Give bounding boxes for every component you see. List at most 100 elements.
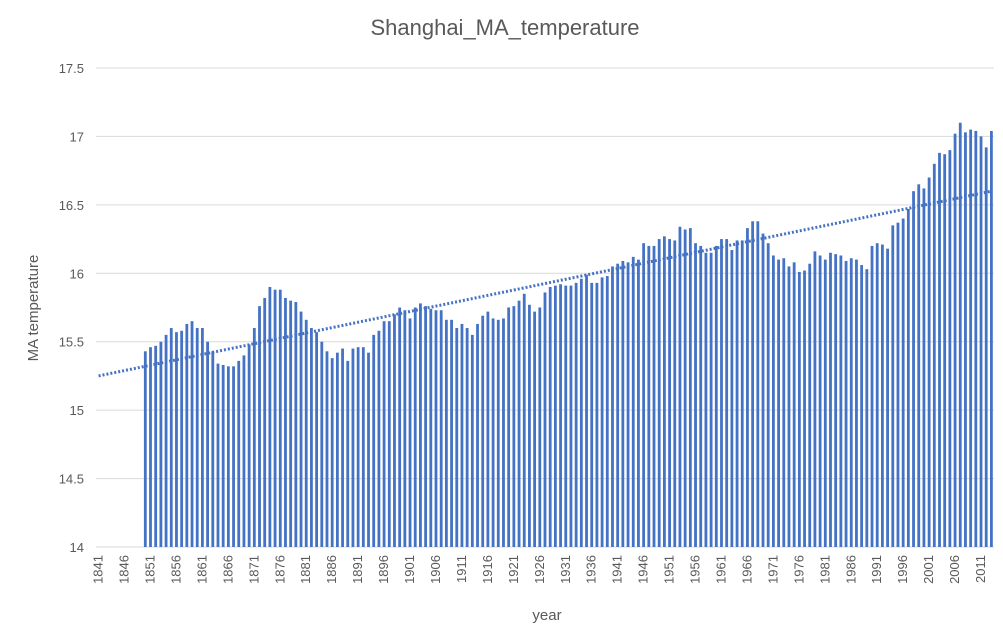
bar bbox=[725, 239, 729, 548]
bar bbox=[938, 152, 941, 547]
bar bbox=[201, 328, 204, 547]
bar bbox=[387, 321, 391, 547]
bar bbox=[886, 248, 889, 547]
bar bbox=[507, 307, 511, 547]
bar bbox=[631, 256, 635, 547]
bar bbox=[958, 122, 962, 547]
bar bbox=[175, 332, 178, 547]
bar bbox=[813, 251, 817, 548]
x-tick-label: 1891 bbox=[350, 555, 365, 584]
bar bbox=[247, 344, 251, 547]
bar bbox=[564, 285, 568, 547]
bar bbox=[143, 351, 147, 547]
x-tick-label: 1906 bbox=[428, 555, 443, 584]
bar bbox=[880, 244, 884, 547]
x-tick-label: 1986 bbox=[843, 555, 858, 584]
bar bbox=[637, 259, 640, 547]
bar bbox=[585, 274, 588, 547]
bar bbox=[974, 130, 978, 547]
bar bbox=[543, 292, 547, 547]
bar bbox=[730, 250, 734, 547]
bar bbox=[491, 318, 495, 547]
bar bbox=[605, 276, 609, 547]
bar bbox=[310, 328, 313, 547]
bar bbox=[548, 286, 552, 547]
bar bbox=[896, 222, 900, 548]
y-tick-label: 14 bbox=[70, 540, 84, 555]
bar bbox=[252, 328, 256, 547]
bar bbox=[683, 229, 687, 547]
bar bbox=[325, 351, 329, 547]
bar bbox=[496, 319, 500, 547]
y-tick-label: 17.5 bbox=[59, 61, 84, 76]
bar bbox=[351, 348, 355, 547]
x-tick-label: 1846 bbox=[117, 555, 132, 584]
bar bbox=[574, 282, 578, 547]
bar bbox=[823, 259, 827, 547]
bar bbox=[164, 334, 168, 547]
x-tick-label: 2011 bbox=[973, 555, 988, 583]
bar bbox=[990, 130, 993, 547]
bar bbox=[512, 306, 516, 547]
x-axis-title: year bbox=[532, 607, 561, 624]
bar bbox=[294, 302, 298, 547]
bar bbox=[455, 328, 459, 547]
bar bbox=[600, 277, 604, 547]
bar bbox=[984, 147, 988, 547]
x-tick-label: 1926 bbox=[532, 555, 547, 584]
x-tick-label: 1876 bbox=[272, 555, 287, 584]
bar bbox=[875, 243, 879, 548]
bar bbox=[190, 321, 194, 547]
bar bbox=[917, 184, 921, 548]
x-tick-label: 1856 bbox=[168, 555, 183, 584]
bar bbox=[740, 240, 744, 547]
x-tick-label: 1996 bbox=[895, 555, 910, 584]
bar bbox=[361, 347, 365, 547]
bar bbox=[746, 228, 749, 547]
bar bbox=[761, 233, 765, 547]
x-tick-label: 1916 bbox=[480, 555, 495, 584]
bar bbox=[460, 323, 464, 547]
bar bbox=[735, 240, 739, 547]
bar bbox=[901, 218, 905, 548]
bar bbox=[372, 334, 376, 547]
bar bbox=[481, 315, 485, 547]
bar bbox=[626, 262, 630, 547]
x-tick-label: 1901 bbox=[402, 555, 417, 584]
bar bbox=[263, 297, 267, 547]
bar bbox=[792, 262, 796, 547]
bar bbox=[335, 352, 339, 547]
bar bbox=[315, 332, 319, 547]
bar bbox=[517, 300, 521, 547]
bar bbox=[979, 136, 983, 547]
bar bbox=[694, 243, 697, 548]
bar bbox=[870, 245, 874, 547]
bar bbox=[284, 297, 287, 547]
x-tick-label: 1861 bbox=[194, 555, 209, 584]
bar bbox=[927, 177, 931, 547]
bar bbox=[502, 318, 505, 547]
bar bbox=[797, 271, 801, 547]
x-tick-label: 1971 bbox=[765, 555, 780, 584]
bar bbox=[647, 245, 651, 547]
bar bbox=[206, 341, 210, 547]
bar bbox=[943, 154, 947, 547]
bar bbox=[330, 358, 334, 547]
bar bbox=[611, 266, 614, 547]
bar bbox=[844, 260, 848, 547]
bar bbox=[553, 285, 557, 547]
y-tick-label: 17 bbox=[70, 129, 84, 144]
x-tick-label: 1931 bbox=[558, 555, 573, 584]
bar bbox=[891, 225, 895, 547]
bar bbox=[341, 348, 344, 547]
x-tick-label: 1841 bbox=[91, 555, 106, 584]
x-tick-label: 1886 bbox=[324, 555, 339, 584]
x-tick-label: 1896 bbox=[376, 555, 391, 584]
bar bbox=[559, 284, 562, 547]
bar bbox=[803, 270, 806, 547]
chart-title: Shanghai_MA_temperature bbox=[370, 15, 639, 40]
bar bbox=[273, 289, 277, 547]
bar bbox=[476, 323, 479, 547]
bar bbox=[450, 319, 453, 547]
